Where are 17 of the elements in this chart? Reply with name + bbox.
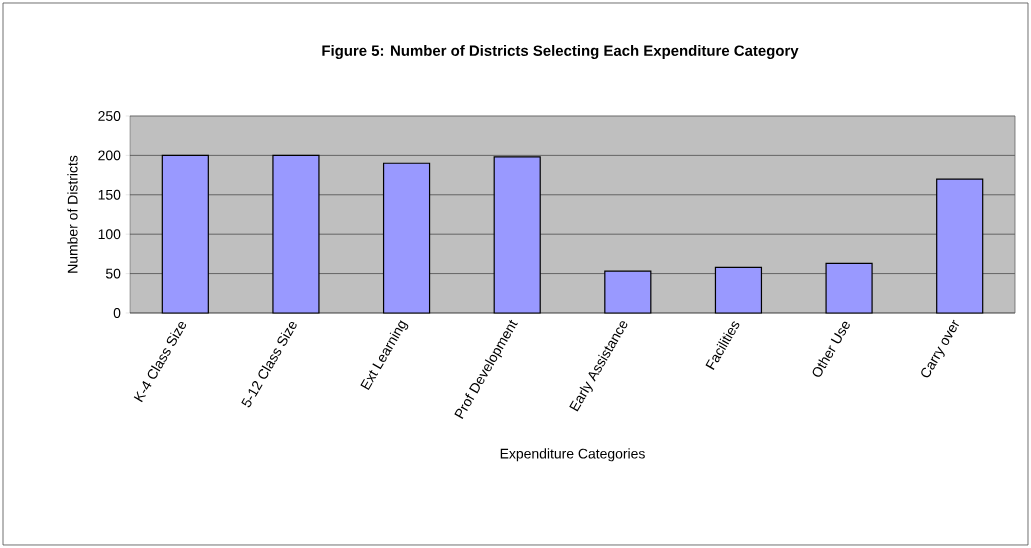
bar bbox=[161, 154, 209, 314]
bar bbox=[936, 178, 984, 314]
chart-title: Figure 5: Number of Districts Selecting Each Expenditure Category bbox=[322, 44, 799, 59]
y-tick-label: 0 bbox=[113, 308, 121, 318]
bar bbox=[382, 162, 431, 314]
bar bbox=[825, 262, 873, 314]
bar bbox=[272, 154, 320, 314]
y-tick-label: 200 bbox=[98, 150, 121, 161]
bar bbox=[493, 156, 541, 314]
y-tick-label: 150 bbox=[98, 189, 121, 200]
bar bbox=[604, 270, 652, 314]
y-tick-label: 250 bbox=[98, 111, 121, 121]
y-tick-label: 50 bbox=[105, 268, 121, 279]
y-tick-label: 100 bbox=[98, 229, 121, 240]
y-axis-title: Number of Districts bbox=[67, 155, 78, 273]
bar bbox=[714, 266, 763, 314]
x-axis-title: Expenditure Categories bbox=[500, 448, 645, 462]
